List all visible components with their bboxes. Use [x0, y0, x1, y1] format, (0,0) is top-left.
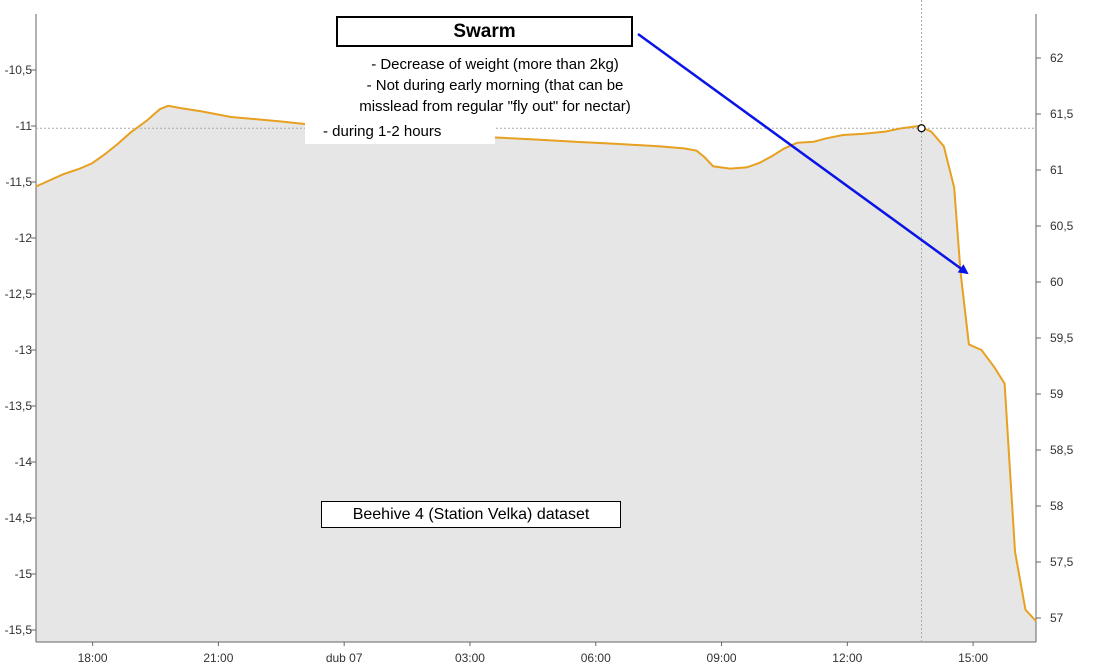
right-tick-label: 57	[1050, 611, 1064, 625]
dataset-label: Beehive 4 (Station Velka) dataset	[352, 506, 590, 523]
x-tick-label: 12:00	[832, 651, 862, 665]
x-tick-label: dub 07	[326, 651, 363, 665]
left-tick-label: -14,5	[5, 511, 33, 525]
right-tick-label: 61,5	[1050, 107, 1074, 121]
note-duration: - during 1-2 hours	[305, 120, 495, 144]
swarm-notes: - Decrease of weight (more than 2kg) - N…	[305, 54, 685, 117]
left-tick-label: -12	[15, 231, 33, 245]
left-tick-label: -11,5	[6, 175, 33, 189]
left-tick-label: -10,5	[5, 63, 33, 77]
right-tick-label: 59,5	[1050, 331, 1074, 345]
area-layer	[36, 105, 1036, 643]
right-tick-label: 59	[1050, 387, 1064, 401]
x-tick-label: 09:00	[707, 651, 737, 665]
swarm-title-box: Swarm	[336, 16, 633, 47]
right-tick-label: 60,5	[1050, 219, 1074, 233]
left-tick-label: -15	[15, 567, 33, 581]
swarm-arrow	[637, 32, 969, 275]
right-tick-label: 57,5	[1050, 555, 1074, 569]
right-tick-label: 58	[1050, 499, 1064, 513]
left-tick-label: -14	[15, 455, 33, 469]
note-line: - Decrease of weight (more than 2kg)	[371, 56, 619, 73]
note-line: misslead from regular "fly out" for nect…	[359, 98, 631, 115]
x-tick-label: 15:00	[958, 651, 988, 665]
right-tick-label: 61	[1050, 163, 1064, 177]
left-tick-label: -13,5	[5, 399, 33, 413]
x-tick-label: 06:00	[581, 651, 611, 665]
area-fill	[36, 105, 1036, 643]
right-tick-label: 62	[1050, 51, 1064, 65]
weight-series-line	[35, 104, 1037, 622]
crosshair-layer	[36, 0, 1036, 642]
left-tick-label: -11	[16, 119, 33, 133]
swarm-title: Swarm	[453, 21, 516, 42]
left-tick-label: -15,5	[5, 623, 33, 637]
axis-layer: -10,5 -11 -11,5 -12 -12,5 -13 -13,5 -14 -14,5 -15…	[5, 14, 1074, 665]
left-tick-label: -13	[15, 343, 33, 357]
crosshair-point	[917, 124, 926, 133]
x-tick-label: 03:00	[455, 651, 485, 665]
right-tick-label: 58,5	[1050, 443, 1074, 457]
line-layer	[35, 104, 1037, 622]
note-line: - Not during early morning (that can be	[366, 77, 624, 94]
right-tick-label: 60	[1050, 275, 1064, 289]
x-tick-label: 21:00	[203, 651, 233, 665]
left-tick-label: -12,5	[5, 287, 33, 301]
x-tick-label: 18:00	[78, 651, 108, 665]
dataset-label-box: Beehive 4 (Station Velka) dataset	[321, 501, 621, 528]
